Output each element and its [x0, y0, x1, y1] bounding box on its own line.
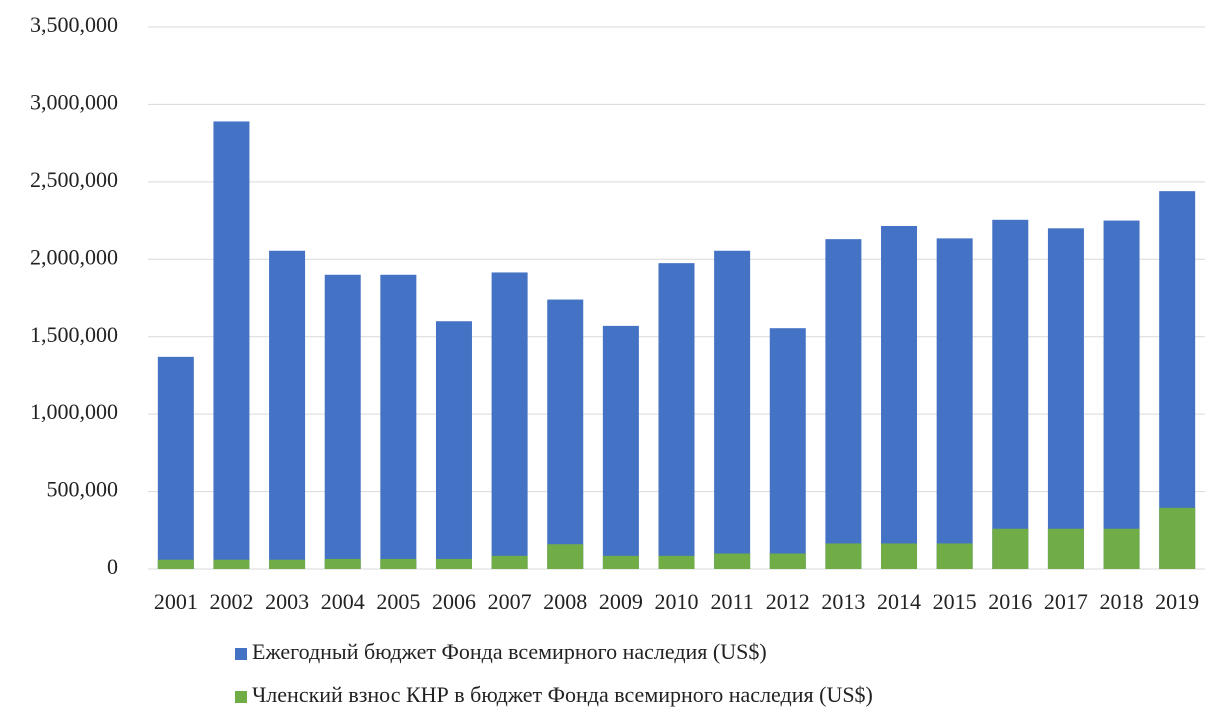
bar	[435, 321, 472, 569]
x-tick-label: 2013	[821, 589, 865, 614]
bar	[435, 558, 472, 569]
x-tick-label: 2001	[154, 589, 198, 614]
bar	[1159, 507, 1196, 569]
y-tick-label: 1,000,000	[30, 399, 118, 424]
bar	[269, 559, 306, 569]
x-tick-label: 2015	[933, 589, 977, 614]
bar	[658, 555, 695, 569]
x-tick-label: 2017	[1044, 589, 1088, 614]
bar	[714, 553, 751, 569]
x-tick-label: 2006	[432, 589, 476, 614]
x-tick-label: 2003	[265, 589, 309, 614]
bar	[324, 274, 361, 569]
bar	[1047, 228, 1084, 570]
legend-label: Ежегодный бюджет Фонда всемирного наслед…	[252, 639, 767, 664]
x-tick-label: 2002	[209, 589, 253, 614]
bar	[602, 555, 639, 569]
bar	[714, 250, 751, 570]
bar	[825, 543, 862, 569]
bar	[324, 558, 361, 569]
legend-label: Членский взнос КНР в бюджет Фонда всемир…	[252, 682, 873, 707]
bar	[491, 272, 528, 569]
bar	[992, 219, 1029, 569]
bar	[881, 543, 918, 569]
x-tick-label: 2011	[711, 589, 754, 614]
bar	[491, 555, 528, 569]
y-tick-label: 500,000	[47, 477, 119, 502]
bar	[825, 239, 862, 569]
bar	[936, 238, 973, 569]
bar	[269, 250, 306, 570]
x-tick-label: 2007	[488, 589, 532, 614]
y-tick-label: 1,500,000	[30, 322, 118, 347]
bar	[936, 543, 973, 569]
y-tick-label: 3,500,000	[30, 12, 118, 37]
bar	[213, 559, 250, 569]
bar	[547, 544, 584, 569]
bar	[881, 225, 918, 569]
bar	[602, 325, 639, 569]
bar	[380, 274, 417, 569]
bar	[769, 553, 806, 569]
x-tick-label: 2005	[376, 589, 420, 614]
x-tick-label: 2016	[988, 589, 1032, 614]
bar	[992, 528, 1029, 569]
bar	[1047, 528, 1084, 569]
x-tick-label: 2008	[543, 589, 587, 614]
bar	[1159, 191, 1196, 570]
x-tick-label: 2010	[655, 589, 699, 614]
x-tick-label: 2019	[1155, 589, 1199, 614]
bar	[547, 299, 584, 569]
bar	[658, 263, 695, 569]
y-tick-label: 2,000,000	[30, 244, 118, 269]
x-tick-label: 2014	[877, 589, 921, 614]
bar	[157, 356, 194, 569]
x-tick-label: 2018	[1100, 589, 1144, 614]
y-tick-label: 3,000,000	[30, 89, 118, 114]
x-tick-label: 2012	[766, 589, 810, 614]
bar	[213, 121, 250, 569]
y-tick-label: 0	[107, 554, 118, 579]
x-tick-label: 2004	[321, 589, 365, 614]
x-tick-label: 2009	[599, 589, 643, 614]
bar	[157, 559, 194, 569]
legend-swatch	[235, 691, 247, 703]
bar	[380, 558, 417, 569]
y-tick-label: 2,500,000	[30, 167, 118, 192]
bar	[1103, 528, 1140, 569]
bar	[769, 328, 806, 569]
legend-swatch	[235, 648, 247, 660]
bar	[1103, 220, 1140, 570]
